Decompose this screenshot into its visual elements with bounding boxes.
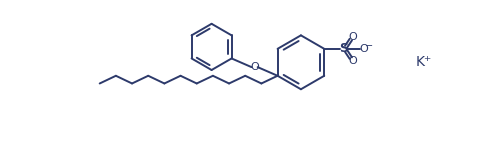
Text: O: O	[348, 31, 357, 41]
Text: O: O	[250, 62, 259, 72]
Text: −: −	[365, 41, 373, 51]
Text: S: S	[339, 42, 348, 55]
Text: O: O	[348, 56, 357, 66]
Text: K⁺: K⁺	[416, 55, 432, 69]
Text: O: O	[359, 44, 368, 54]
